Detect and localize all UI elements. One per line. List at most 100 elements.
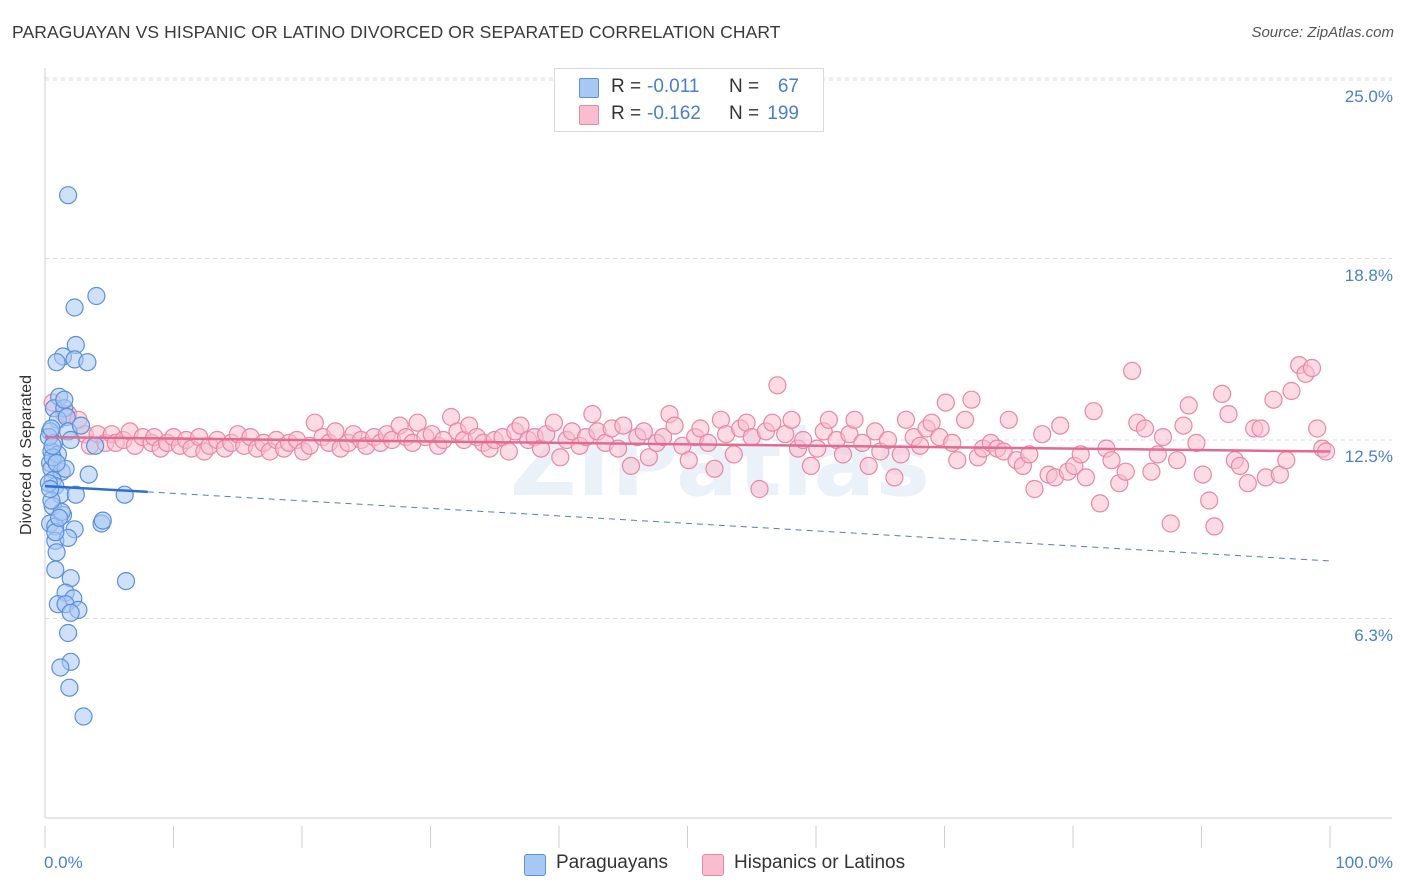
data-point xyxy=(1174,416,1193,435)
legend-label-hispanics: Hispanics or Latinos xyxy=(734,852,906,873)
data-point xyxy=(891,445,910,464)
data-point xyxy=(1193,465,1212,484)
data-point xyxy=(859,456,878,475)
data-point xyxy=(40,479,60,499)
data-point xyxy=(551,448,570,467)
data-point xyxy=(724,445,743,464)
data-point xyxy=(665,416,684,435)
y-tick-label: 12.5% xyxy=(1344,447,1393,466)
data-point xyxy=(1142,462,1161,481)
data-point xyxy=(1071,445,1090,464)
legend-label-paraguayans: Paraguayans xyxy=(556,852,668,873)
data-point xyxy=(78,353,97,372)
stats-box: R = -0.011 N = 67 R = -0.162 N = 199 xyxy=(554,68,824,132)
data-point xyxy=(511,416,530,435)
data-point xyxy=(782,410,801,429)
data-point xyxy=(544,413,564,432)
data-point xyxy=(1116,462,1135,481)
y-tick-label: 6.3% xyxy=(1354,625,1393,645)
data-point xyxy=(679,451,698,470)
data-point xyxy=(1212,384,1232,403)
legend-swatch-hispanics xyxy=(702,854,724,876)
data-point xyxy=(1205,517,1224,536)
trend-line-hispanics xyxy=(44,435,1331,453)
data-point xyxy=(1102,451,1121,470)
data-point xyxy=(1230,456,1250,475)
data-point xyxy=(808,439,827,458)
data-point xyxy=(763,413,782,432)
data-point xyxy=(955,410,975,429)
data-point xyxy=(896,410,916,429)
data-point xyxy=(408,413,427,432)
data-point xyxy=(962,390,981,409)
data-point xyxy=(60,678,79,697)
data-point xyxy=(1153,428,1173,447)
data-point xyxy=(79,465,98,484)
data-point xyxy=(885,468,904,487)
legend: Paraguayans Hispanics or Latinos xyxy=(0,852,1406,878)
data-point xyxy=(1238,474,1257,493)
data-point xyxy=(819,410,839,429)
data-point xyxy=(1020,445,1039,464)
y-tick-label: 25.0% xyxy=(1344,87,1393,106)
data-point xyxy=(1076,468,1096,487)
data-point xyxy=(115,485,134,504)
data-point xyxy=(845,410,864,429)
data-point xyxy=(51,658,70,677)
data-point xyxy=(116,571,136,591)
stats-swatch-paraguayans xyxy=(579,78,599,98)
data-point xyxy=(42,419,61,438)
data-point xyxy=(922,413,941,432)
data-point xyxy=(47,543,66,562)
data-point xyxy=(1277,451,1296,470)
data-point xyxy=(71,416,91,435)
stats-r-label: R = xyxy=(611,76,642,97)
data-point xyxy=(1122,361,1142,380)
data-point xyxy=(865,422,885,441)
data-points xyxy=(39,186,1336,726)
chart-source: Source: ZipAtlas.com xyxy=(1251,24,1394,41)
stats-n-label: N = xyxy=(729,103,760,124)
data-point xyxy=(621,456,641,475)
data-point xyxy=(614,416,633,435)
data-point xyxy=(583,405,602,424)
data-point xyxy=(801,456,821,475)
data-point xyxy=(74,707,93,726)
stats-swatch-hispanics xyxy=(579,105,599,125)
data-point xyxy=(43,436,62,455)
data-point xyxy=(300,436,319,455)
chart-title: PARAGUAYAN VS HISPANIC OR LATINO DIVORCE… xyxy=(12,22,781,42)
data-point xyxy=(936,393,955,412)
data-point xyxy=(1251,419,1270,438)
y-tick-label: 18.8% xyxy=(1344,265,1393,285)
data-point xyxy=(58,623,78,643)
trend-line-paraguayans xyxy=(44,484,148,494)
data-point xyxy=(1264,390,1283,409)
legend-swatch-paraguayans xyxy=(524,854,546,876)
stats-r-value: -0.162 xyxy=(647,103,701,124)
gridlines xyxy=(45,77,1392,620)
data-point xyxy=(1219,405,1238,424)
data-point xyxy=(1084,402,1103,421)
data-point xyxy=(1090,494,1110,513)
x-tick-label: 0.0% xyxy=(44,853,83,872)
trend-lines xyxy=(44,435,1331,562)
data-point xyxy=(46,560,65,579)
data-point xyxy=(61,603,80,622)
data-point xyxy=(55,390,74,409)
data-point xyxy=(948,451,967,470)
data-point xyxy=(61,430,80,450)
data-point xyxy=(434,430,453,450)
data-point xyxy=(1179,396,1198,415)
data-point xyxy=(58,186,78,205)
data-point xyxy=(999,410,1018,429)
series-paraguayans xyxy=(39,186,136,726)
x-tick-label: 100.0% xyxy=(1335,853,1393,872)
data-point xyxy=(1025,479,1044,499)
data-point xyxy=(1033,425,1052,444)
data-point xyxy=(1308,419,1327,438)
data-point xyxy=(49,508,69,527)
data-point xyxy=(653,428,673,447)
data-point xyxy=(833,445,853,464)
